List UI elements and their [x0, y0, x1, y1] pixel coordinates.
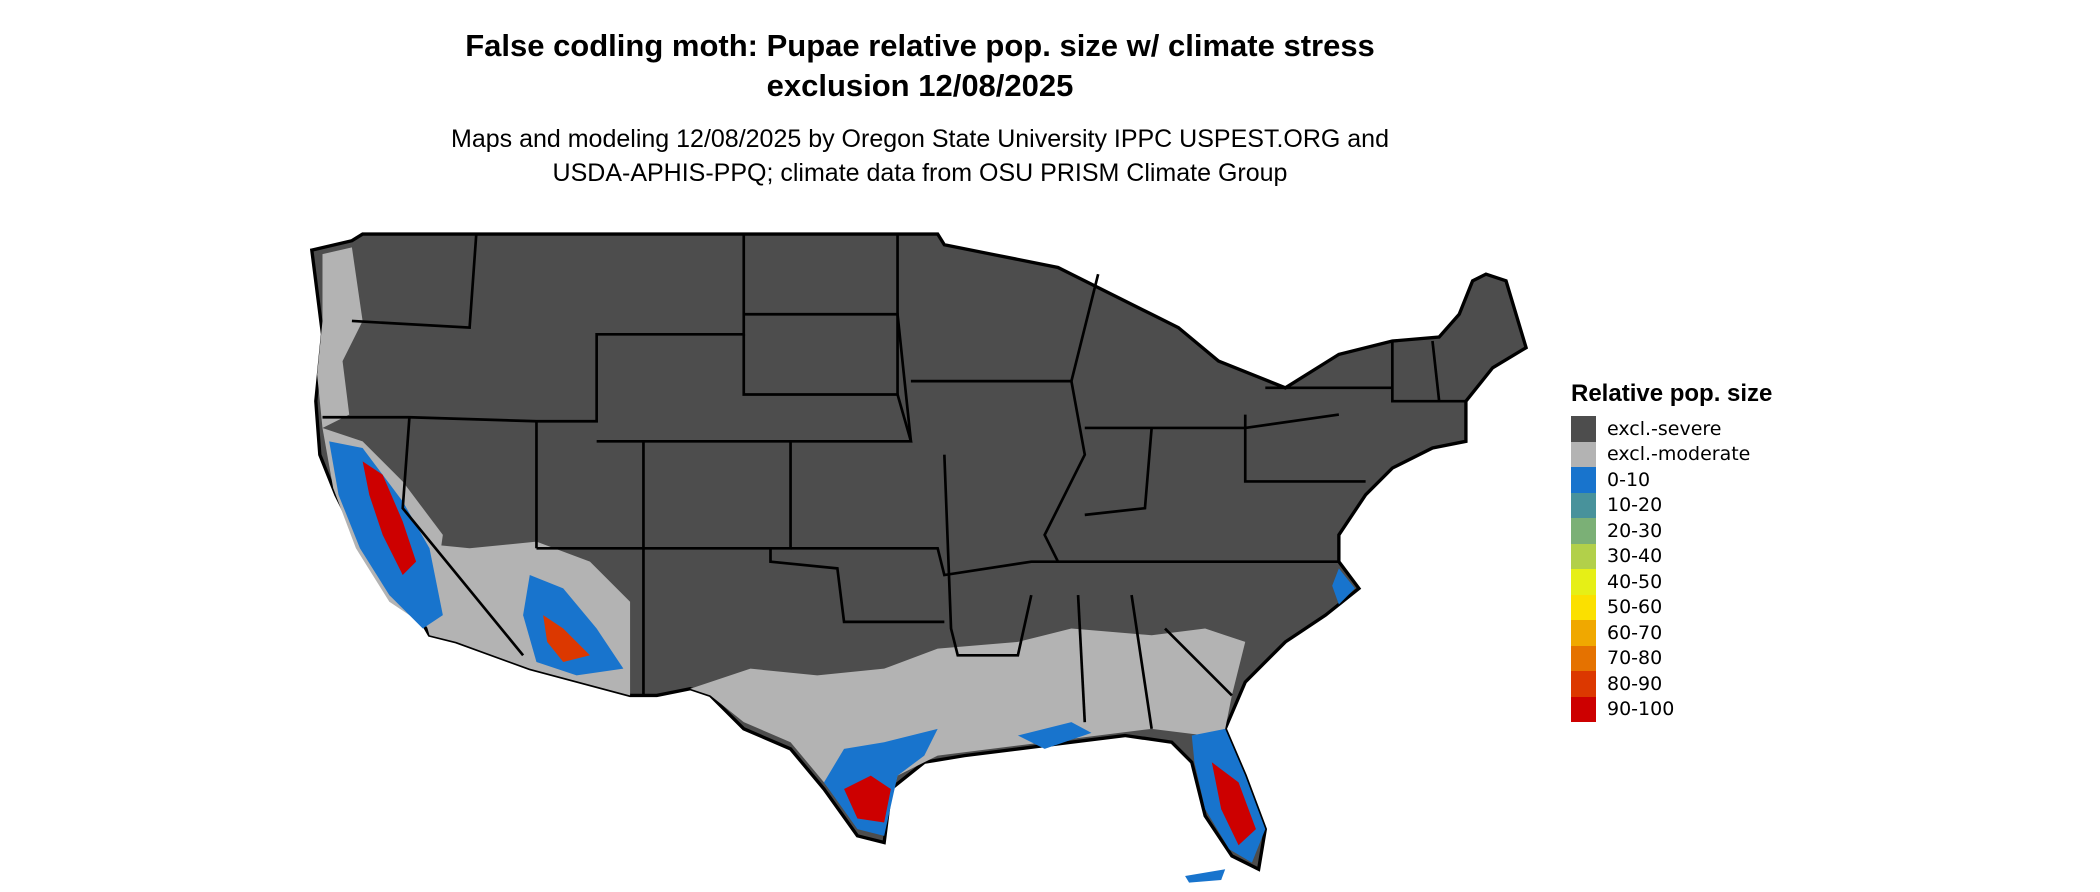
title-line-1: False codling moth: Pupae relative pop. … [465, 28, 1375, 63]
legend-label: 30-40 [1607, 545, 1663, 568]
legend-swatch [1571, 518, 1596, 544]
title-line-2: exclusion 12/08/2025 [766, 68, 1074, 103]
legend-label: 80-90 [1607, 672, 1663, 695]
legend-swatch [1571, 569, 1596, 595]
legend: Relative pop. size excl.-severe excl.-mod… [1571, 380, 1772, 722]
legend-item: 20-30 [1571, 518, 1772, 544]
legend-item: 10-20 [1571, 492, 1772, 518]
state-borders [322, 233, 1466, 730]
legend-item: 90-100 [1571, 696, 1772, 722]
legend-item: 50-60 [1571, 594, 1772, 620]
legend-item: 60-70 [1571, 620, 1772, 646]
legend-swatch [1571, 645, 1596, 671]
legend-swatch [1571, 416, 1596, 442]
legend-label: 60-70 [1607, 621, 1663, 644]
legend-label: excl.-severe [1607, 417, 1722, 440]
legend-swatch [1571, 671, 1596, 697]
subtitle-line-2: USDA-APHIS-PPQ; climate data from OSU PR… [552, 159, 1288, 187]
legend-item: 70-80 [1571, 645, 1772, 671]
legend-swatch [1571, 441, 1596, 467]
legend-swatch [1571, 696, 1596, 722]
legend-swatch [1571, 594, 1596, 620]
map-subtitle: Maps and modeling 12/08/2025 by Oregon S… [0, 122, 1840, 190]
legend-label: 0-10 [1607, 468, 1651, 491]
legend-label: 40-50 [1607, 570, 1663, 593]
legend-swatch [1571, 543, 1596, 569]
legend-label: excl.-moderate [1607, 443, 1751, 466]
legend-title: Relative pop. size [1571, 380, 1773, 407]
legend-label: 50-60 [1607, 596, 1663, 619]
legend-label: 10-20 [1607, 494, 1663, 517]
legend-swatch [1571, 467, 1596, 493]
legend-item: 30-40 [1571, 543, 1772, 569]
legend-item: 0-10 [1571, 467, 1772, 493]
suitable-areas [329, 441, 1355, 883]
legend-swatch [1571, 620, 1596, 646]
legend-swatch [1571, 492, 1596, 518]
legend-label: 70-80 [1607, 647, 1663, 670]
legend-item: 80-90 [1571, 671, 1772, 697]
legend-item: 40-50 [1571, 569, 1772, 595]
legend-label: 90-100 [1607, 698, 1675, 721]
legend-item: excl.-moderate [1571, 441, 1772, 467]
map-title: False codling moth: Pupae relative pop. … [0, 26, 1840, 106]
legend-item: excl.-severe [1571, 416, 1772, 442]
legend-label: 20-30 [1607, 519, 1663, 542]
subtitle-line-1: Maps and modeling 12/08/2025 by Oregon S… [451, 125, 1389, 153]
